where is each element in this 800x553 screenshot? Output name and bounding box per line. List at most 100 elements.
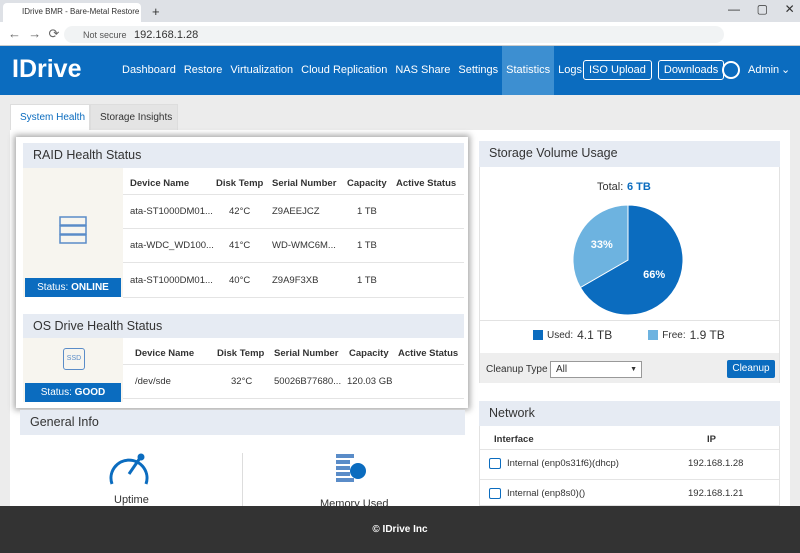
status-label: Status: <box>37 282 69 293</box>
divider <box>479 320 780 321</box>
cell: ata-ST1000DM01... <box>130 206 213 217</box>
nav-item[interactable]: Settings <box>458 64 499 76</box>
row-rule <box>123 398 464 399</box>
nav-item[interactable]: NAS Share <box>395 64 451 76</box>
nav-item[interactable]: Logs <box>558 64 583 76</box>
legend-value: 1.9 TB <box>689 328 725 342</box>
column-header: IP <box>707 434 716 445</box>
column-header: Device Name <box>135 348 195 359</box>
panel-header: OS Drive Health Status <box>23 314 464 338</box>
nav-menu: Dashboard Restore Virtualization Cloud Repl… <box>118 46 586 95</box>
cell: 1 TB <box>357 206 377 217</box>
status-badge: Status: ONLINE <box>25 278 121 297</box>
cell: 41°C <box>229 240 251 251</box>
info-label: Uptime <box>114 494 149 506</box>
nav-button[interactable]: Downloads <box>657 60 725 80</box>
browser-tab[interactable] <box>3 3 141 22</box>
cell: Z9A9F3XB <box>272 275 319 286</box>
status-label: Status: <box>40 387 72 398</box>
nav-buttons: ISO Upload Downloads <box>583 60 725 80</box>
cell: 50026B77680... <box>274 376 342 387</box>
cell: 120.03 GB <box>347 376 393 387</box>
column-header: Disk Temp <box>217 348 265 359</box>
row-rule <box>480 479 779 480</box>
legend-item: Free: 1.9 TB <box>648 328 725 342</box>
status-badge: Status: GOOD <box>25 383 121 402</box>
cell: Internal (enp0s31f6)(dhcp) <box>507 458 619 469</box>
cell: /dev/sde <box>135 376 171 387</box>
slice-label: 66% <box>643 269 665 281</box>
nic-icon <box>489 458 501 469</box>
row-rule <box>123 262 464 263</box>
panel-header: Network <box>479 401 780 426</box>
slice-label: 33% <box>591 239 613 251</box>
tab-active[interactable] <box>10 104 90 131</box>
cleanup-select[interactable]: All ▼ <box>550 361 642 378</box>
cell: 1 TB <box>357 240 377 251</box>
nav-button[interactable]: ISO Upload <box>583 60 652 80</box>
status: GOOD <box>74 387 106 398</box>
total: 6 TB <box>627 181 651 193</box>
option: All <box>556 364 568 375</box>
cell: Z9AEEJCZ <box>272 206 320 217</box>
legend-item: Used: 4.1 TB <box>533 328 612 342</box>
security: Not secure <box>83 30 127 40</box>
legend-name: Used: <box>547 329 574 341</box>
nav-item[interactable]: Statistics <box>502 46 555 95</box>
column-header: Device Name <box>130 178 190 189</box>
panel-header: General Info <box>20 410 465 435</box>
tab-label: System Health <box>20 112 86 123</box>
divider <box>242 453 243 506</box>
legend-swatch <box>533 330 543 340</box>
legend-value: 4.1 TB <box>577 328 613 342</box>
memory-icon <box>336 454 366 482</box>
user-menu[interactable]: Admin <box>748 64 780 76</box>
pie-slice <box>572 204 629 289</box>
tab-label: Storage Insights <box>100 112 173 123</box>
total-label: Total: <box>597 181 624 193</box>
window-controls[interactable]: — ▢ ✕ <box>728 2 795 16</box>
footer: © IDrive Inc <box>0 506 800 553</box>
header-rule <box>123 194 464 195</box>
nav-item[interactable]: Restore <box>183 64 223 76</box>
cell: WD-WMC6M... <box>272 240 336 251</box>
caret: ⌄ <box>781 64 791 76</box>
new-tab[interactable]: + <box>152 4 160 19</box>
ssd-icon: SSD <box>63 348 85 370</box>
column-header: Serial Number <box>274 348 339 359</box>
column-header: Capacity <box>347 178 387 189</box>
nav-item[interactable]: Cloud Replication <box>301 64 388 76</box>
nic-icon <box>489 488 501 499</box>
panel-header: RAID Health Status <box>23 143 464 168</box>
panel-header: Storage Volume Usage <box>479 141 780 167</box>
nav-item[interactable]: Dashboard <box>122 64 176 76</box>
logo[interactable]: IDrive <box>12 55 82 83</box>
column-header: Disk Temp <box>216 178 264 189</box>
cell: ata-ST1000DM01... <box>130 275 213 286</box>
cell: 192.168.1.21 <box>688 488 744 499</box>
cell: Internal (enp8s0)() <box>507 488 586 499</box>
nav-item[interactable]: Virtualization <box>230 64 294 76</box>
row-rule <box>123 228 464 229</box>
column-header: Interface <box>494 434 534 445</box>
column-header: Capacity <box>349 348 389 359</box>
cell: 40°C <box>229 275 251 286</box>
cell: 42°C <box>229 206 251 217</box>
gauge-icon <box>109 453 149 485</box>
help-icon[interactable] <box>722 61 740 79</box>
omnibox[interactable] <box>64 26 724 43</box>
legend-swatch <box>648 330 659 340</box>
cleanup-button[interactable]: Cleanup <box>727 360 775 378</box>
server-icon <box>59 216 87 244</box>
pie-chart: 66% 33% <box>572 204 684 316</box>
tab[interactable] <box>90 104 178 131</box>
row-rule <box>480 449 779 450</box>
navbar <box>0 46 800 95</box>
header-rule <box>123 364 464 365</box>
nav-arrows[interactable]: ← → ⟳ <box>8 26 60 41</box>
status: ONLINE <box>71 282 109 293</box>
url: 192.168.1.28 <box>134 29 199 41</box>
column-header: Active Status <box>398 348 459 359</box>
column-header: Active Status <box>396 178 457 189</box>
